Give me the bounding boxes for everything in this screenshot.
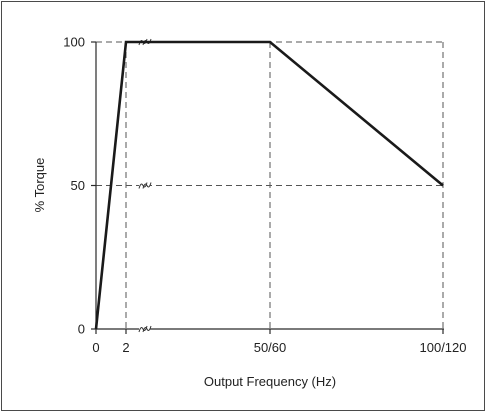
axis-break-layer	[139, 38, 151, 333]
torque-frequency-chart: 0 50 100 0 2 50/60 100/120 Output Frequency (H…	[2, 2, 486, 412]
y-tick-label-0: 0	[78, 322, 85, 337]
y-axis-title: % Torque	[32, 158, 47, 213]
x-tick-label-2: 2	[122, 340, 129, 355]
y-tick-label-50: 50	[71, 178, 85, 193]
chart-frame: 0 50 100 0 2 50/60 100/120 Output Frequency (H…	[1, 1, 485, 411]
x-tick-label-100-120: 100/120	[420, 340, 467, 355]
x-tick-label-0: 0	[92, 340, 99, 355]
label-layer: 0 50 100 0 2 50/60 100/120	[63, 35, 466, 356]
x-axis-title: Output Frequency (Hz)	[204, 374, 336, 389]
y-tick-label-100: 100	[63, 35, 85, 50]
x-tick-label-50-60: 50/60	[254, 340, 287, 355]
